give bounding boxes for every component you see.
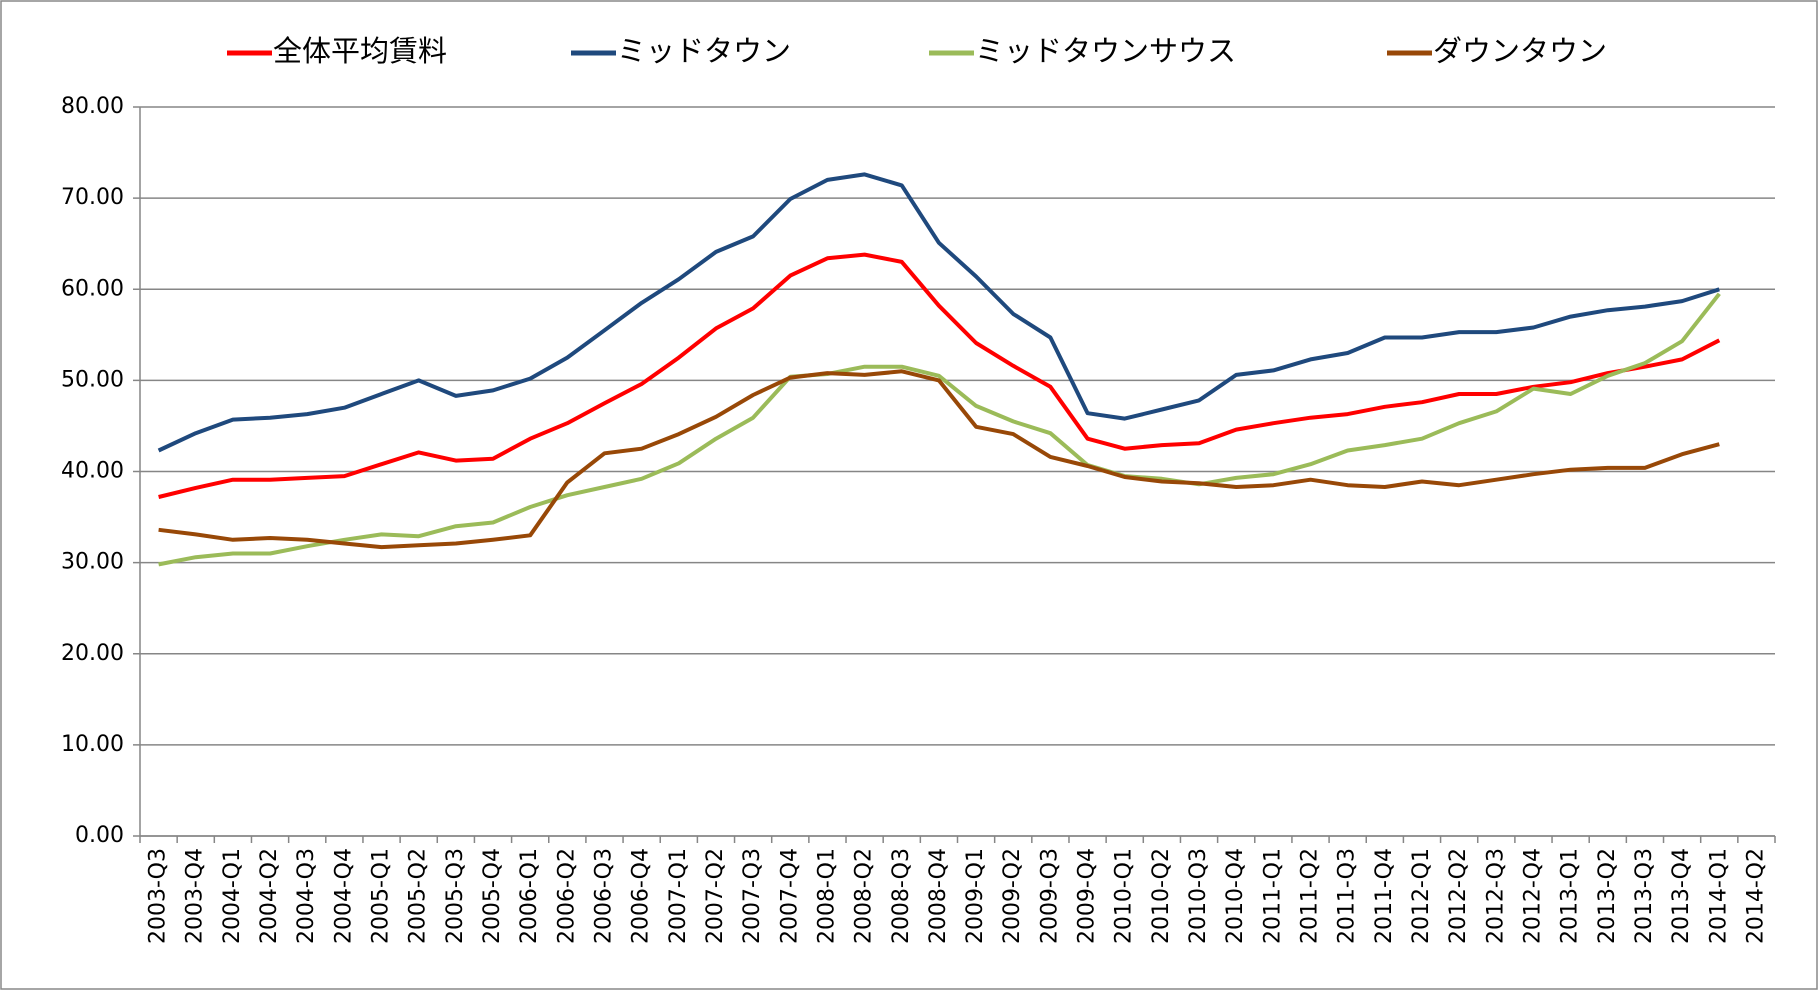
legend-label: 全体平均賃料 [273, 34, 447, 68]
x-tick-label: 2011-Q2 [1298, 848, 1323, 944]
x-tick-label: 2009-Q1 [963, 848, 988, 944]
y-tick-label: 70.00 [61, 185, 124, 210]
x-tick-label: 2009-Q3 [1037, 848, 1062, 944]
x-tick-label: 2013-Q1 [1558, 848, 1583, 944]
x-tick-label: 2013-Q2 [1595, 848, 1620, 944]
x-tick-label: 2013-Q3 [1632, 848, 1657, 944]
x-tick-label: 2006-Q1 [517, 848, 542, 944]
series-line [158, 292, 1721, 567]
x-tick-label: 2005-Q1 [369, 848, 394, 944]
x-tick-label: 2012-Q1 [1409, 848, 1434, 944]
x-tick-label: 2007-Q1 [666, 848, 691, 944]
x-tick-label: 2007-Q4 [777, 848, 802, 944]
y-tick-label: 80.00 [61, 94, 124, 119]
x-tick-label: 2008-Q1 [814, 848, 839, 944]
x-tick-label: 2005-Q2 [406, 848, 431, 944]
y-tick-label: 30.00 [61, 550, 124, 575]
y-tick-label: 50.00 [61, 367, 124, 392]
legend-label: ミッドタウンサウス [975, 34, 1236, 68]
x-tick-label: 2010-Q1 [1112, 848, 1137, 944]
x-tick-label: 2009-Q2 [1000, 848, 1025, 944]
y-tick-label: 0.00 [75, 823, 124, 848]
x-tick-label: 2009-Q4 [1075, 848, 1100, 944]
x-tick-label: 2012-Q4 [1520, 848, 1545, 944]
x-tick-label: 2010-Q2 [1149, 848, 1174, 944]
series-line [157, 172, 1720, 453]
x-tick-label: 2008-Q4 [926, 848, 951, 944]
x-tick-label: 2014-Q2 [1743, 848, 1768, 944]
y-tick-label: 10.00 [61, 732, 124, 757]
x-tick-label: 2004-Q1 [220, 848, 245, 944]
x-tick-label: 2010-Q4 [1223, 848, 1248, 944]
y-tick-label: 40.00 [61, 459, 124, 484]
x-tick-label: 2008-Q2 [852, 848, 877, 944]
legend-label: ダウンタウン [1433, 34, 1607, 68]
x-tick-label: 2011-Q3 [1335, 848, 1360, 944]
x-tick-label: 2013-Q4 [1669, 848, 1694, 944]
legend-label: ミッドタウン [617, 34, 791, 68]
series-line [158, 369, 1720, 550]
series-line [158, 252, 1721, 499]
x-tick-label: 2004-Q2 [257, 848, 282, 944]
x-tick-label: 2007-Q2 [703, 848, 728, 944]
x-tick-label: 2011-Q1 [1260, 848, 1285, 944]
x-tick-label: 2004-Q4 [331, 848, 356, 944]
x-tick-label: 2006-Q3 [591, 848, 616, 944]
x-tick-label: 2006-Q4 [629, 848, 654, 944]
x-tick-label: 2012-Q3 [1483, 848, 1508, 944]
x-tick-label: 2010-Q3 [1186, 848, 1211, 944]
x-tick-label: 2012-Q2 [1446, 848, 1471, 944]
x-tick-label: 2003-Q4 [183, 848, 208, 944]
x-tick-label: 2008-Q3 [889, 848, 914, 944]
y-tick-label: 60.00 [61, 276, 124, 301]
x-tick-label: 2007-Q3 [740, 848, 765, 944]
x-tick-label: 2014-Q1 [1706, 848, 1731, 944]
x-tick-label: 2006-Q2 [554, 848, 579, 944]
x-tick-label: 2003-Q3 [146, 848, 171, 944]
x-tick-label: 2005-Q4 [480, 848, 505, 944]
x-tick-label: 2011-Q4 [1372, 848, 1397, 944]
x-tick-label: 2004-Q3 [294, 848, 319, 944]
y-tick-label: 20.00 [61, 641, 124, 666]
x-tick-label: 2005-Q3 [443, 848, 468, 944]
